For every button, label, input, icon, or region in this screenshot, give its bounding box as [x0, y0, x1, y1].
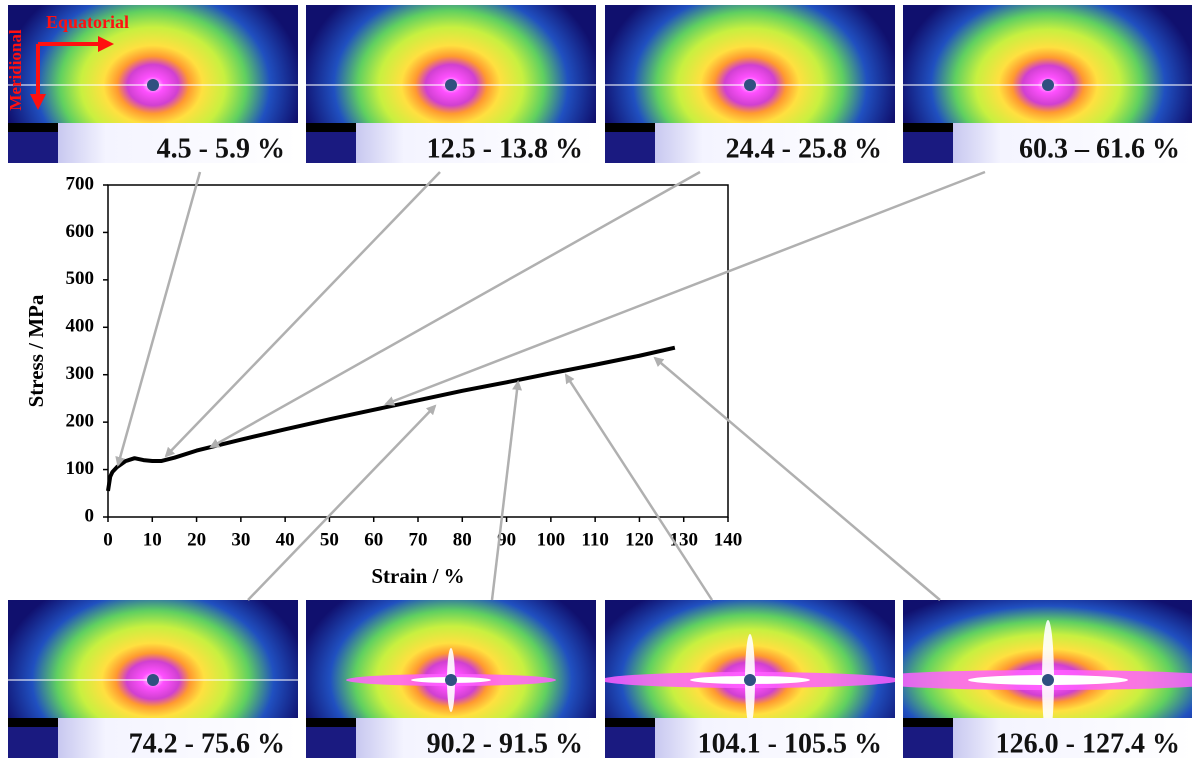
bar-light	[953, 123, 1192, 163]
strain-range-label: 12.5 - 13.8 %	[427, 133, 583, 164]
bar-black	[306, 718, 356, 727]
beamstop	[1042, 674, 1054, 686]
meridional-label: Meridional	[6, 29, 25, 110]
bar-light	[356, 123, 596, 163]
bar-light	[655, 123, 895, 163]
y-tick-label: 400	[66, 316, 95, 337]
y-tick-label: 500	[66, 268, 95, 289]
x-tick-label: 50	[320, 529, 339, 550]
arrows	[115, 170, 986, 601]
bar-light	[58, 123, 298, 163]
x-tick-label: 80	[453, 529, 472, 550]
arrow	[115, 171, 202, 467]
x-tick-label: 140	[714, 529, 743, 550]
bar-light	[58, 718, 298, 758]
plot-frame	[107, 184, 729, 518]
x-tick-label: 70	[409, 529, 428, 550]
stress-strain-curve	[106, 345, 676, 492]
bar-black	[8, 718, 58, 727]
bar-black	[903, 718, 953, 727]
direction-arrows: Equatorial Meridional	[6, 12, 129, 110]
x-tick-label: 10	[143, 529, 162, 550]
x-tick-label: 90	[497, 529, 516, 550]
arrow	[490, 380, 523, 601]
beamstop	[744, 79, 756, 91]
x-tick-label: 110	[581, 529, 608, 550]
arrow	[209, 170, 701, 449]
x-tick-label: 120	[625, 529, 654, 550]
pattern-panel: 60.3 – 61.6 %	[903, 5, 1192, 164]
bar-light	[356, 718, 596, 758]
beamstop	[1042, 79, 1054, 91]
arrow	[384, 170, 986, 406]
x-tick-label: 60	[364, 529, 383, 550]
pattern-panel: 12.5 - 13.8 %	[306, 5, 596, 164]
arrow	[653, 356, 941, 601]
beamstop	[744, 674, 756, 686]
bar-black	[306, 123, 356, 132]
y-tick-label: 0	[85, 505, 95, 526]
equatorial-label: Equatorial	[46, 12, 129, 32]
pattern-panel: 24.4 - 25.8 %	[605, 5, 895, 164]
arrow	[247, 404, 437, 601]
beamstop	[445, 79, 457, 91]
x-axis-label: Strain / %	[371, 564, 464, 588]
pattern-panel: 4.5 - 5.9 %	[8, 5, 298, 164]
arrow	[164, 171, 441, 458]
beamstop	[445, 674, 457, 686]
x-tick-label: 20	[187, 529, 206, 550]
y-tick-label: 300	[66, 363, 95, 384]
pattern-panel: 74.2 - 75.6 %	[8, 600, 298, 758]
pattern-panel: 104.1 - 105.5 %	[605, 600, 895, 758]
beamstop	[147, 79, 159, 91]
arrow	[564, 373, 714, 601]
x-tick-label: 30	[231, 529, 250, 550]
strain-range-label: 104.1 - 105.5 %	[698, 728, 882, 758]
strain-range-label: 74.2 - 75.6 %	[129, 728, 285, 758]
bar-black	[605, 718, 655, 727]
bar-black	[8, 123, 58, 132]
bar-black	[605, 123, 655, 132]
strain-range-label: 24.4 - 25.8 %	[726, 133, 882, 164]
bar-light	[655, 718, 895, 758]
pattern-panel: 90.2 - 91.5 %	[306, 600, 596, 758]
pattern-panel: 126.0 - 127.4 %	[903, 600, 1192, 758]
x-tick-label: 0	[103, 529, 113, 550]
scatter-halo	[306, 5, 596, 163]
y-tick-label: 700	[66, 173, 95, 194]
strain-range-label: 126.0 - 127.4 %	[996, 728, 1180, 758]
y-tick-label: 600	[66, 221, 95, 242]
scatter-halo	[903, 5, 1192, 163]
y-axis-label: Stress / MPa	[24, 294, 48, 407]
y-tick-label: 100	[66, 458, 95, 479]
beamstop	[147, 674, 159, 686]
y-tick-label: 200	[66, 411, 95, 432]
strain-range-label: 4.5 - 5.9 %	[157, 133, 285, 164]
strain-range-label: 90.2 - 91.5 %	[427, 728, 583, 758]
strain-range-label: 60.3 – 61.6 %	[1019, 133, 1180, 164]
scatter-halo	[605, 5, 895, 163]
x-tick-label: 40	[276, 529, 295, 550]
bar-black	[903, 123, 953, 132]
x-tick-label: 100	[537, 529, 566, 550]
bar-light	[953, 718, 1192, 758]
